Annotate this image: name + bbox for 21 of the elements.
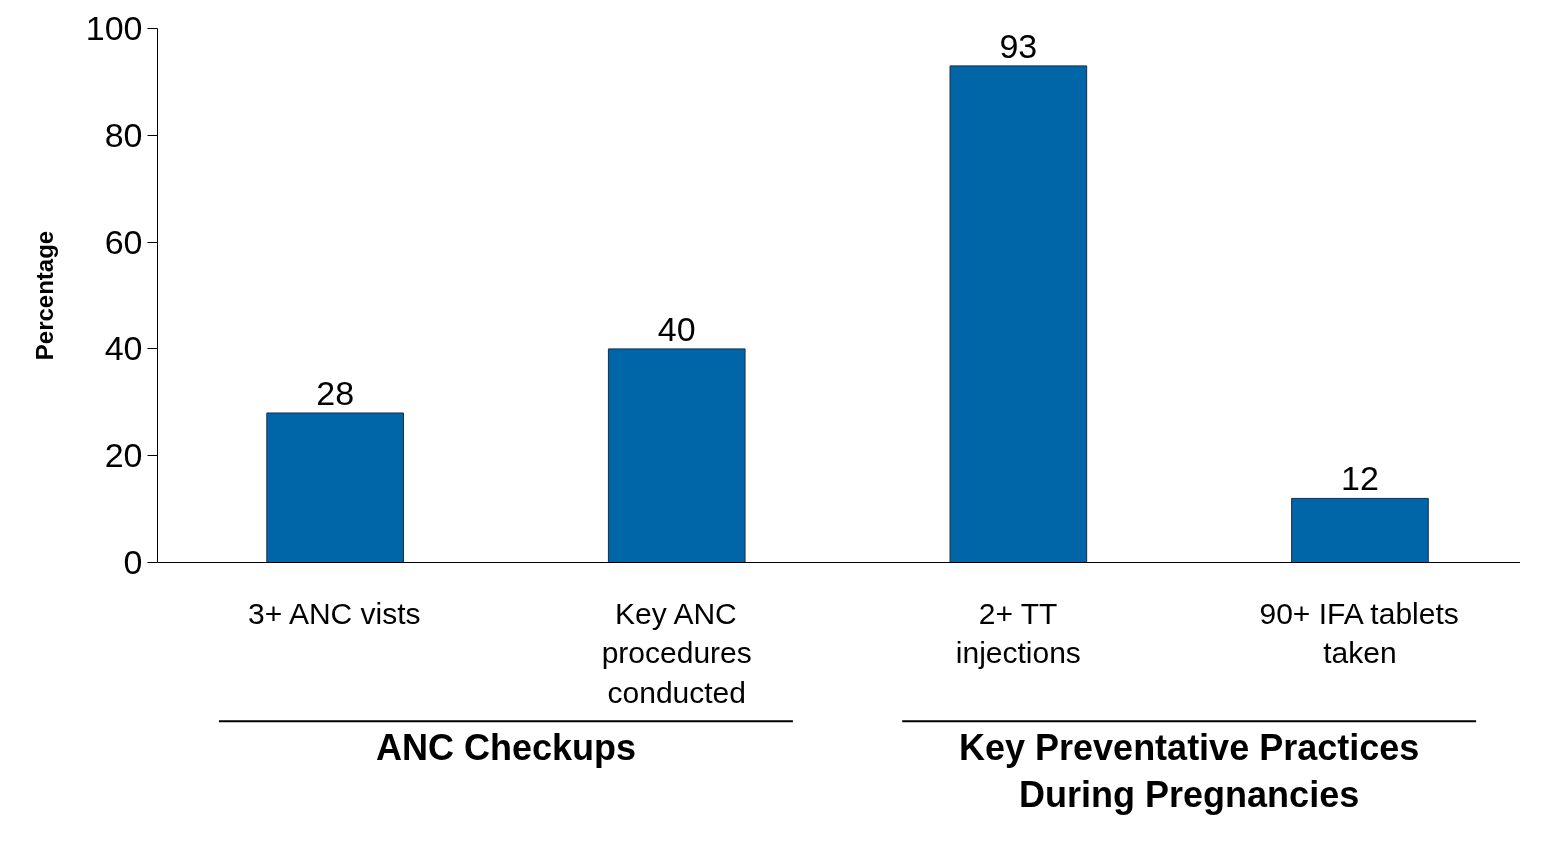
data-label: 40: [657, 309, 696, 348]
data-label: 28: [316, 373, 355, 412]
y-axis-title: Percentage: [30, 230, 58, 361]
bar: [607, 348, 746, 563]
x-tick-label: Key ANC procedures conducted: [601, 596, 752, 709]
bar: [1291, 497, 1429, 563]
data-label: 93: [999, 26, 1038, 65]
bar: [949, 65, 1088, 563]
y-tick-label: 100: [85, 9, 143, 47]
data-label: 12: [1341, 459, 1379, 498]
text: ANC Checkups: [375, 727, 636, 769]
text: Key Preventative Practices During Pregnancies: [959, 727, 1420, 816]
x-tick-label: 2+ TT injections: [955, 596, 1081, 670]
x-tick-label: 90+ IFA tablets taken: [1259, 596, 1459, 670]
x-tick-label: 3+ ANC vists: [248, 596, 421, 630]
y-tick-label: 60: [104, 222, 143, 261]
y-tick-label: 80: [104, 115, 143, 154]
y-tick-label: 0: [123, 543, 143, 581]
bar: [266, 412, 404, 563]
y-tick-label: 20: [104, 436, 143, 475]
y-tick-label: 40: [104, 329, 143, 368]
